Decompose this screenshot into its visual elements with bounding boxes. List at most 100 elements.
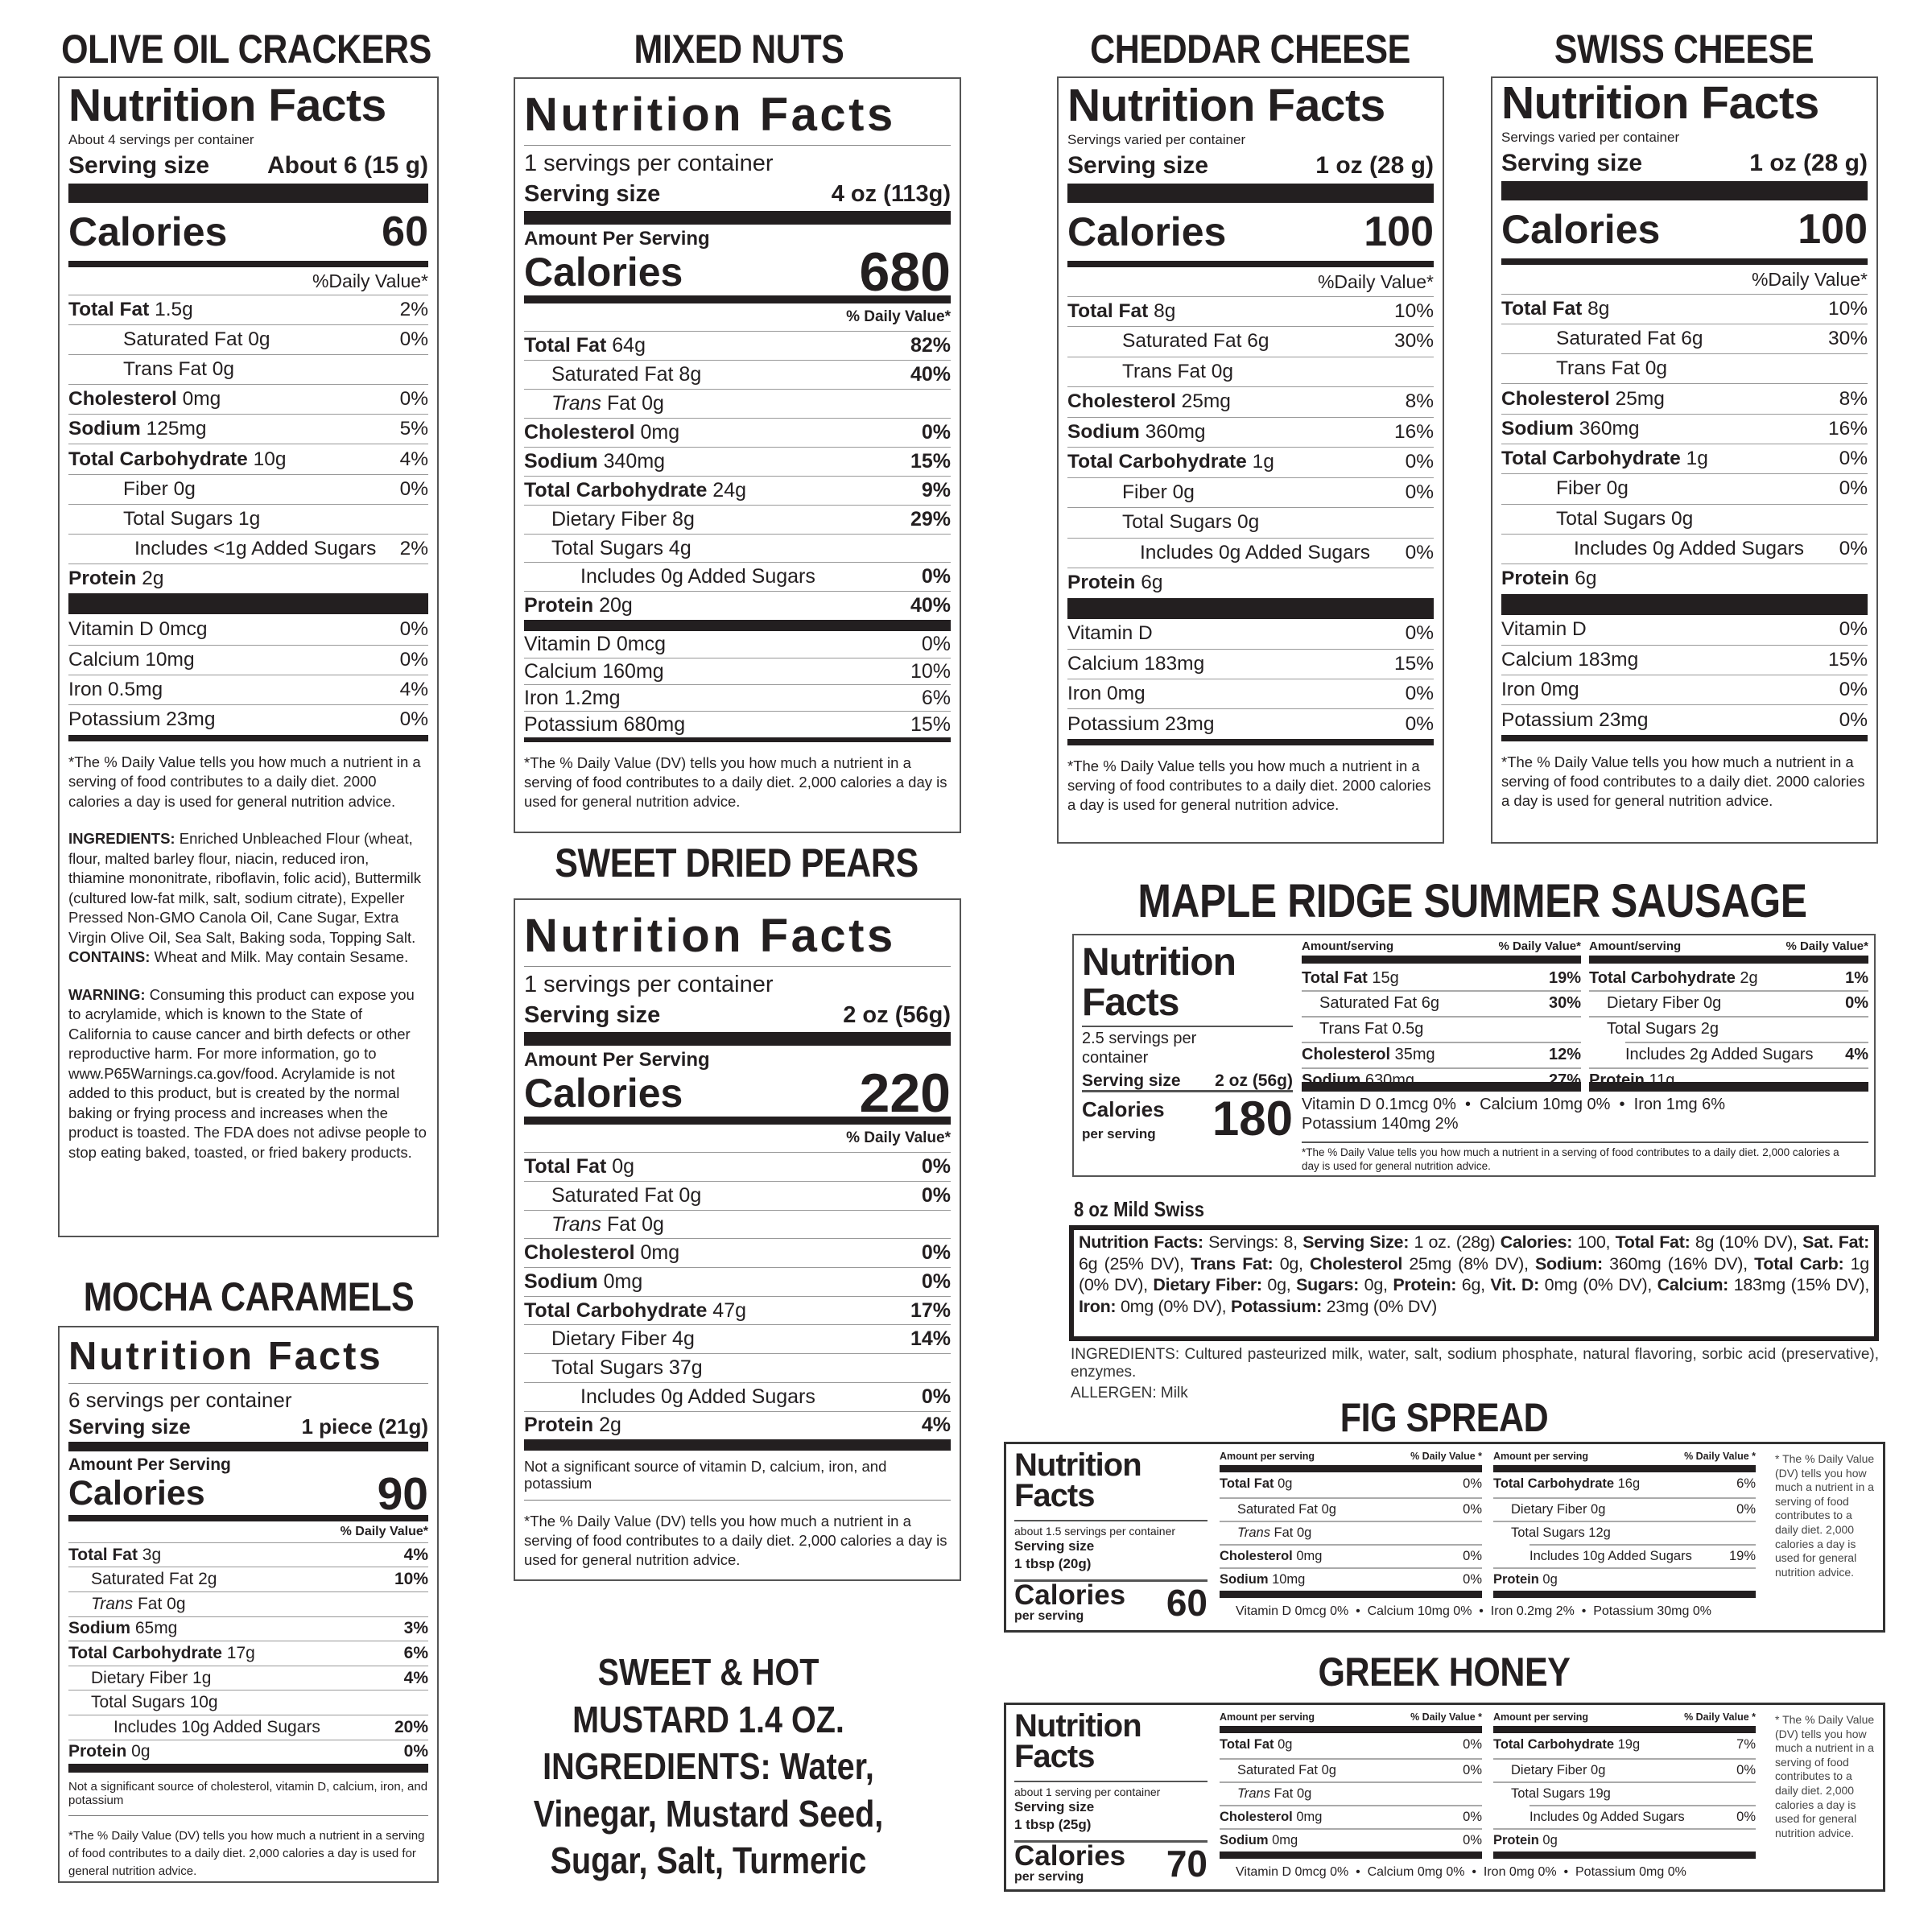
nutrient-row: Cholesterol 0mg 0%	[68, 384, 428, 414]
paragraph-segment: INGREDIENTS:	[68, 830, 180, 848]
thick-divider	[524, 1032, 951, 1046]
nutrient-name: Total Sugars	[551, 536, 663, 559]
nutrient-amount: 0mg	[1292, 1549, 1323, 1563]
vitamin-daily-value: 0%	[1405, 683, 1434, 705]
serving-size-value: 1 oz (28 g)	[1315, 151, 1434, 179]
per-serving-label: per serving	[1082, 1126, 1156, 1141]
fact-segment: 25mg (8% DV),	[1402, 1253, 1535, 1274]
nutrient-label: Total Fat 3g	[68, 1546, 161, 1565]
nutrient-label: Trans Fat 0g	[1501, 357, 1667, 380]
nutrient-label: Dietary Fiber 0g	[1589, 994, 1721, 1013]
nutrient-name: Total Sugars	[91, 1693, 185, 1712]
nutrient-row: Includes 0g Added Sugars 0%	[1067, 537, 1434, 568]
nutrient-amount: 0g	[1317, 1763, 1336, 1777]
nutrient-row: Sodium 340mg 15%	[524, 446, 951, 476]
nutrient-amount: 16g	[1614, 1476, 1641, 1491]
nutrient-row: Total Sugars 1g	[68, 503, 428, 534]
nutrient-amount: 12g	[1584, 1525, 1611, 1540]
calories-label: Calories	[1067, 208, 1227, 254]
nutrient-name: Dietary Fiber	[551, 1327, 667, 1351]
nutrient-daily-value: 0%	[1736, 1502, 1756, 1517]
nutrient-amount: 0g	[673, 1183, 702, 1207]
nutrient-daily-value: 0%	[921, 1241, 951, 1265]
daily-value-footnote: *The % Daily Value (DV) tells you how mu…	[68, 1829, 425, 1879]
servings-per-container: 1 servings per container	[524, 972, 774, 997]
nutrient-label: Total Fat 8g	[1067, 300, 1175, 323]
nutrient-row: Cholesterol 0mg 0%	[1220, 1544, 1482, 1567]
nutrient-row: Total Carbohydrate 47g 17%	[524, 1295, 951, 1325]
nutrient-row: Protein 0g	[1493, 1828, 1756, 1852]
nutrient-label: Protein 6g	[1067, 572, 1162, 594]
nutrient-name: Cholesterol	[1067, 390, 1176, 413]
vitamin-row: Iron 1.2mg 6%	[524, 684, 951, 711]
nutrient-daily-value: 5%	[399, 418, 428, 440]
amount-per-serving: Amount Per Serving	[524, 1049, 710, 1071]
heading-olive-oil-crackers: OLIVE OIL CRACKERS	[61, 27, 431, 72]
nutrient-name: Sodium	[1220, 1833, 1269, 1847]
vitamin-label: Vitamin D 0mcg	[524, 633, 666, 656]
nutrient-row: Total Fat 0g 0%	[524, 1152, 951, 1181]
mild-swiss-heading: 8 oz Mild Swiss	[1074, 1197, 1205, 1221]
nutrient-row: Dietary Fiber 1g 4%	[68, 1665, 428, 1690]
mustard-text-line: MUSTARD 1.4 OZ.	[572, 1698, 844, 1740]
nutrient-label: Saturated Fat 0g	[1220, 1763, 1336, 1778]
nutrient-row: Protein 0g 0%	[68, 1739, 428, 1765]
medium-divider	[68, 1514, 428, 1521]
nutrient-label: Includes 0g Added Sugars	[1067, 542, 1370, 564]
nutrient-daily-value: 10%	[1827, 297, 1868, 320]
nutrient-name: Total Fat	[524, 1155, 607, 1179]
nutrient-label: Protein 2g	[68, 568, 163, 590]
daily-value-header: %Daily Value*	[1317, 270, 1434, 292]
vitamin-label: Potassium 680mg	[524, 712, 686, 736]
nutrient-label: Saturated Fat 6g	[1501, 328, 1703, 350]
nutrient-name: Total Fat	[68, 298, 150, 320]
nutrient-row: Sodium 65mg 3%	[68, 1616, 428, 1641]
nutrient-row: Total Fat 15g 19%	[1302, 966, 1581, 990]
nutrient-row: Total Carbohydrate 1g 0%	[1501, 444, 1868, 473]
nutrition-facts-title: Nutrition	[1014, 1447, 1142, 1483]
nutrient-row: Trans Fat 0g	[524, 1209, 951, 1239]
fact-segment: Trans Fat:	[1191, 1253, 1274, 1274]
nutrient-amount: 360mg	[1573, 417, 1640, 440]
nutrient-label: Fiber 0g	[1501, 477, 1629, 500]
nutrient-row: Includes 10g Added Sugars 19%	[1530, 1544, 1756, 1567]
nutrient-daily-value: 4%	[403, 1668, 428, 1687]
daily-value-footnote: *The % Daily Value (DV) tells you how mu…	[524, 754, 947, 811]
nutrient-row: Saturated Fat 6g 30%	[1302, 990, 1581, 1014]
nutrient-name: Dietary Fiber	[91, 1668, 188, 1687]
nutrient-name-italic: Trans	[551, 1212, 602, 1236]
fact-segment: Dietary Fiber:	[1153, 1275, 1262, 1294]
nutrient-label: Cholesterol 0mg	[524, 421, 679, 444]
nutrient-label: Cholesterol 35mg	[1302, 1046, 1435, 1064]
nutrient-daily-value: 0%	[1463, 1763, 1482, 1777]
nutrient-daily-value: 20%	[394, 1717, 428, 1736]
nutrient-name: Total Sugars	[1556, 507, 1666, 530]
nutrient-row: Saturated Fat 2g 10%	[68, 1567, 428, 1591]
nutrient-row: Sodium 0mg 0%	[524, 1267, 951, 1296]
serving-size-value: 1 tbsp (25g)	[1014, 1817, 1092, 1832]
servings-per-container: 6 servings per container	[68, 1388, 292, 1412]
calories-value: 180	[1212, 1092, 1293, 1146]
thick-divider	[524, 211, 951, 225]
nutrient-label: Total Carbohydrate 16g	[1493, 1476, 1640, 1492]
nutrient-name: Fat	[601, 1212, 637, 1236]
medium-divider	[524, 1117, 951, 1125]
vitamin-row: Potassium 23mg 0%	[1501, 704, 1868, 734]
nutrient-row: Trans Fat 0g	[524, 389, 951, 418]
nutrient-name-italic: Trans	[1237, 1525, 1270, 1540]
daily-value-footnote: *The % Daily Value tells you how much a …	[1501, 753, 1865, 809]
nutrient-label: Includes <1g Added Sugars	[68, 538, 376, 560]
nutrient-row: Includes 10g Added Sugars 20%	[68, 1715, 428, 1740]
calories-label: Calories	[1014, 1840, 1126, 1872]
calories-value: 60	[382, 208, 428, 255]
nutrient-daily-value: 9%	[921, 478, 951, 502]
vitamin-label: Iron 0.5mg	[68, 679, 163, 701]
nutrient-daily-value: 4%	[921, 1414, 951, 1437]
nutrient-label: Sodium 125mg	[68, 418, 207, 440]
vitamin-label: Iron 0mg	[1501, 679, 1579, 701]
vitamin-daily-value: 0%	[399, 618, 428, 641]
nutrition-facts-title: Nutrition Facts	[1067, 80, 1385, 131]
nutrition-label-greek-honey: Nutrition Facts about 1 serving per contai…	[1004, 1703, 1885, 1892]
nutrient-label: Includes 10g Added Sugars	[68, 1718, 320, 1737]
thick-divider	[1067, 183, 1434, 203]
